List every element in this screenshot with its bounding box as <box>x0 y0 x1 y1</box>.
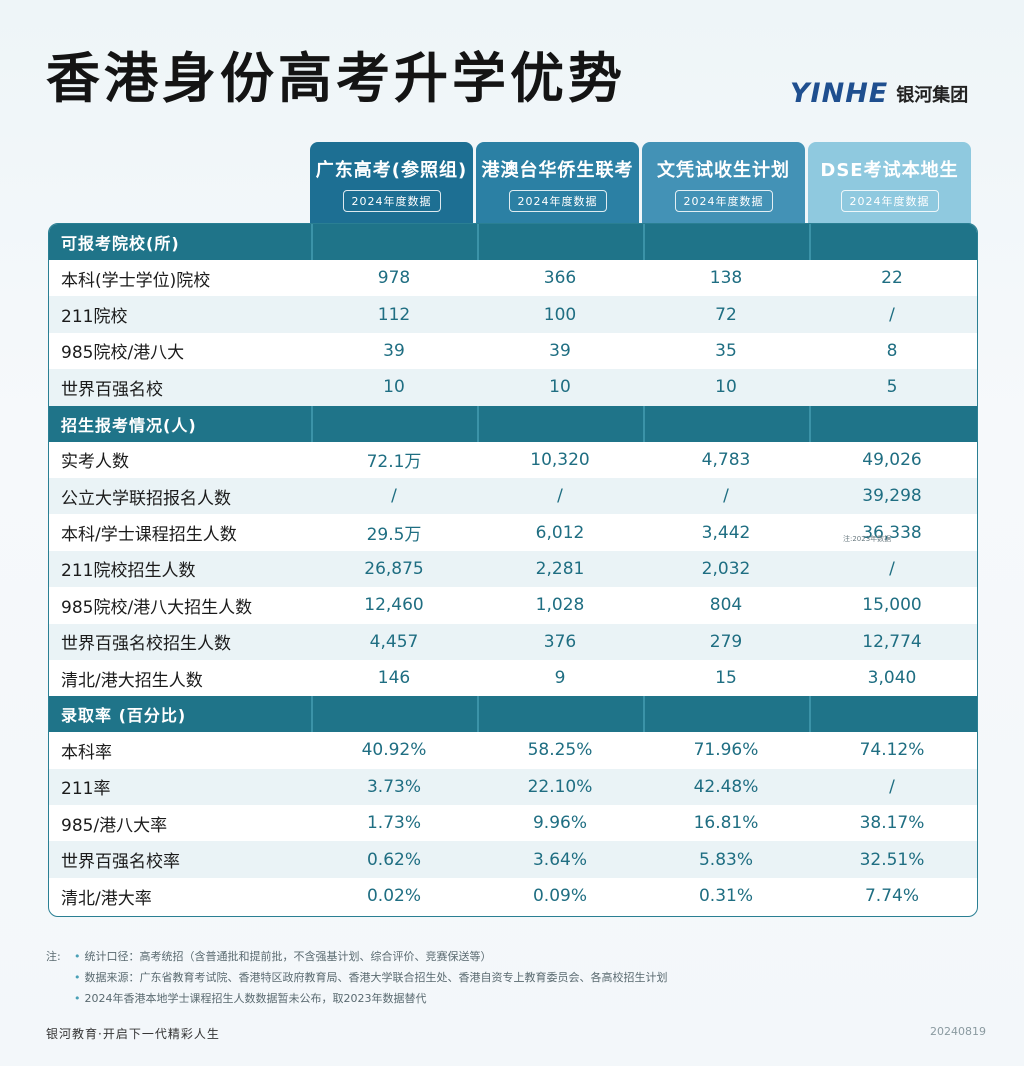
note-item: 统计口径：高考统招（含普通批和提前批，不含强基计划、综合评价、竞赛保送等） <box>84 950 492 963</box>
column-header-dse-local: DSE考试本地生 2024年度数据 <box>808 142 971 224</box>
bullet-icon: • <box>74 950 81 963</box>
table-row: 本科率 40.92% 58.25% 71.96% 74.12% <box>61 740 925 763</box>
column-name: 广东高考(参照组) <box>315 160 468 181</box>
brand-logo: YINHE 银河集团 <box>790 78 968 109</box>
page-title: 香港身份高考升学优势 <box>46 47 626 110</box>
section-header: 录取率 (百分比) <box>49 696 977 733</box>
table-row: 985院校/港八大招生人数 12,460 1,028 804 15,000 <box>61 595 922 618</box>
comparison-table: 可报考院校(所) 本科(学士学位)院校 978 366 138 22 211院校… <box>48 223 978 917</box>
column-year-badge: 2024年度数据 <box>674 190 773 212</box>
bullet-icon: • <box>74 992 81 1005</box>
table-row: 211率 3.73% 22.10% 42.48% / <box>49 768 977 806</box>
table-row: 实考人数 72.1万 10,320 4,783 49,026 <box>61 449 922 473</box>
bullet-icon: • <box>74 971 81 984</box>
section-title: 录取率 (百分比) <box>61 706 187 726</box>
section-title: 可报考院校(所) <box>61 234 180 253</box>
column-name: DSE考试本地生 <box>820 160 959 181</box>
column-name: 文凭试收生计划 <box>657 160 790 181</box>
section-header: 可报考院校(所) <box>49 224 977 260</box>
table-row: 公立大学联招报名人数 / / / 39,298 <box>49 477 977 515</box>
table-row: 本科(学士学位)院校 978 366 138 22 <box>61 268 903 291</box>
column-name: 港澳台华侨生联考 <box>481 160 634 181</box>
note-item: 2024年香港本地学士课程招生人数数据暂未公布，取2023年数据替代 <box>84 992 427 1005</box>
table-row: 世界百强名校率 0.62% 3.64% 5.83% 32.51% <box>49 841 977 878</box>
column-year-badge: 2024年度数据 <box>840 190 939 212</box>
section-header: 招生报考情况(人) <box>49 405 977 442</box>
table-row: 世界百强名校招生人数 4,457 376 279 12,774 <box>49 623 977 660</box>
column-headers: 广东高考(参照组) 2024年度数据 港澳台华侨生联考 2024年度数据 文凭试… <box>310 142 974 224</box>
data-year-note: 注:2023年数据 <box>843 535 892 544</box>
footnotes: 注: • 统计口径：高考统招（含普通批和提前批，不含强基计划、综合评价、竞赛保送等）… <box>46 946 668 1009</box>
logo-mark: YINHE <box>790 78 889 109</box>
table-row: 本科/学士课程招生人数 29.5万 6,012 3,442 36,338 注:2… <box>61 522 922 546</box>
table-row: 985院校/港八大 39 39 35 8 <box>61 340 898 364</box>
table-row: 世界百强名校 10 10 10 5 <box>49 369 977 406</box>
table-row: 211院校招生人数 26,875 2,281 2,032 / <box>49 550 977 588</box>
column-year-badge: 2024年度数据 <box>508 190 607 212</box>
column-header-joint-exam: 港澳台华侨生联考 2024年度数据 <box>476 142 639 224</box>
column-header-dse-scheme: 文凭试收生计划 2024年度数据 <box>642 142 805 224</box>
column-header-guangdong: 广东高考(参照组) 2024年度数据 <box>310 142 473 224</box>
section-title: 招生报考情况(人) <box>61 415 197 435</box>
column-year-badge: 2024年度数据 <box>342 190 441 212</box>
table-row: 985/港八大率 1.73% 9.96% 16.81% 38.17% <box>61 813 925 836</box>
footer-slogan: 银河教育·开启下一代精彩人生 <box>46 1027 220 1041</box>
notes-lead: 注: <box>46 950 61 963</box>
table-row: 211院校 112 100 72 / <box>49 296 977 333</box>
footer-date: 20240819 <box>930 1025 986 1038</box>
table-row: 清北/港大率 0.02% 0.09% 0.31% 7.74% <box>61 886 919 909</box>
note-item: 数据来源：广东省教育考试院、香港特区政府教育局、香港大学联合招生处、香港自资专上… <box>84 971 668 984</box>
table-row: 清北/港大招生人数 146 9 15 3,040 <box>61 668 917 691</box>
logo-text: 银河集团 <box>896 84 969 106</box>
